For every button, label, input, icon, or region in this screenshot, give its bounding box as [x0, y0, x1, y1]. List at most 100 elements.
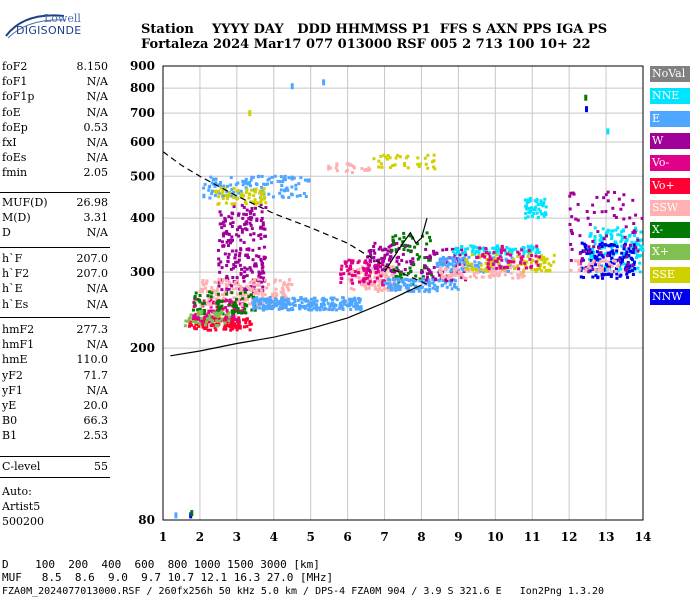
echo-point: [260, 189, 264, 193]
echo-point: [345, 304, 349, 308]
echo-point: [253, 308, 257, 312]
echo-point: [498, 266, 502, 270]
echo-point: [267, 192, 271, 196]
echo-point: [358, 271, 362, 275]
echo-point: [489, 257, 493, 261]
echo-point: [313, 302, 317, 306]
echo-point: [632, 222, 636, 226]
echo-point: [445, 267, 449, 271]
echo-point: [262, 182, 266, 186]
echo-point: [394, 234, 398, 238]
echo-point: [313, 296, 317, 300]
echo-point: [580, 241, 584, 245]
echo-point: [240, 192, 244, 196]
param-hf: h`F 207.0: [2, 252, 108, 267]
echo-point: [384, 155, 388, 159]
echo-point: [201, 281, 205, 285]
echo-point: [475, 246, 479, 250]
echo-point: [350, 171, 354, 175]
echo-point: [391, 239, 395, 243]
echo-point: [208, 302, 212, 306]
echo-point: [464, 247, 468, 251]
echo-point: [513, 267, 517, 271]
echo-point: [235, 189, 239, 193]
echo-point: [263, 234, 267, 238]
echo-point: [473, 267, 477, 271]
echo-point: [200, 287, 204, 291]
param-name: hmE: [2, 353, 28, 367]
echo-point: [234, 194, 238, 198]
echo-point: [262, 197, 266, 201]
echo-point: [208, 184, 212, 188]
echo-point: [508, 247, 512, 251]
echo-point: [230, 187, 234, 191]
echo-point: [504, 252, 508, 256]
echo-point: [425, 272, 429, 276]
echo-point: [619, 261, 623, 265]
echo-point: [234, 253, 238, 257]
echo-point: [416, 286, 420, 290]
echo-point: [471, 244, 475, 248]
echo-point: [610, 246, 614, 250]
param-value: N/A: [86, 226, 108, 240]
echo-point: [355, 275, 359, 279]
echo-point: [218, 319, 222, 323]
echo-point: [479, 263, 483, 267]
echo-point: [425, 231, 429, 235]
y-tick-label: 600: [130, 135, 155, 149]
echo-point: [291, 302, 295, 306]
param-b0: B0 66.3: [2, 414, 108, 429]
echo-point: [529, 249, 533, 253]
echo-point: [245, 188, 249, 192]
param-name: foEs: [2, 151, 27, 165]
echo-point: [506, 259, 510, 263]
y-tick-label: 80: [138, 513, 155, 527]
echo-point: [393, 163, 397, 167]
echo-point: [427, 258, 431, 262]
echo-point: [391, 235, 395, 239]
echo-point: [606, 230, 610, 234]
echo-point: [465, 266, 469, 270]
echo-point: [381, 248, 385, 252]
param-value: N/A: [86, 297, 108, 311]
echo-point: [247, 248, 251, 252]
echo-point: [283, 188, 287, 192]
echo-point: [636, 238, 640, 242]
echo-point: [473, 260, 477, 264]
echo-point: [625, 272, 629, 276]
echo-point: [340, 264, 344, 268]
echo-point: [414, 284, 418, 288]
echo-point: [626, 270, 630, 274]
echo-point: [226, 232, 230, 236]
echo-point: [594, 274, 598, 278]
echo-point: [552, 260, 556, 264]
echo-point: [250, 308, 254, 312]
echo-point: [465, 261, 469, 265]
echo-point: [257, 281, 261, 285]
y-tick-label: 400: [130, 211, 155, 225]
echo-point: [221, 312, 225, 316]
echo-point: [234, 287, 238, 291]
echo-point: [200, 310, 204, 314]
echo-point: [634, 213, 638, 217]
echo-point: [234, 304, 238, 308]
echo-point: [365, 276, 369, 280]
echo-point: [269, 300, 273, 304]
echo-point: [287, 278, 291, 282]
echo-point: [225, 190, 229, 194]
echo-point: [453, 282, 457, 286]
echo-point: [569, 228, 573, 232]
echo-point: [593, 242, 597, 246]
echo-point: [219, 184, 223, 188]
echo-point: [230, 249, 234, 253]
echo-point: [215, 280, 219, 284]
echo-point: [450, 273, 454, 277]
echo-point: [228, 303, 232, 307]
echo-point: [628, 264, 632, 268]
echo-point: [388, 267, 392, 271]
footer-muf-row: MUF 8.5 8.6 9.0 9.7 10.7 12.1 16.3 27.0 …: [2, 571, 334, 584]
echo-point: [281, 288, 285, 292]
echo-point: [221, 278, 225, 282]
echo-point: [322, 79, 326, 86]
echo-point: [216, 287, 220, 291]
